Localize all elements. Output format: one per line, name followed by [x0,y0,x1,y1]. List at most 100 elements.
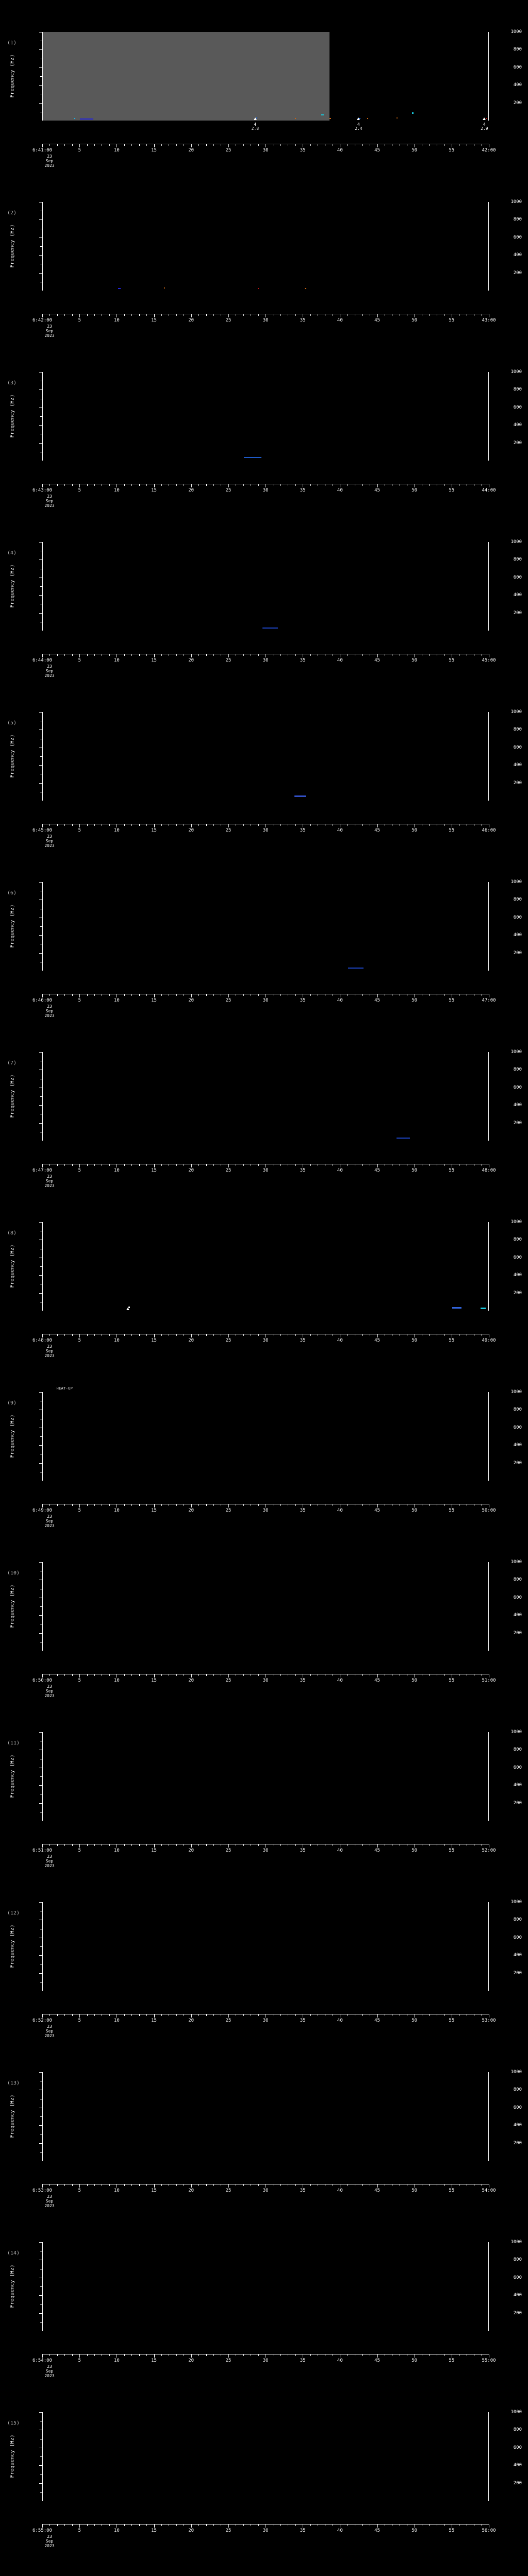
x-axis-tick-labels: 6:47:00 5 10 15 20 25 30 35 40 45 50 55 48:00 [0,1168,528,1175]
y-axis-tick-label: 800 [513,1577,522,1583]
y-axis-minor-tick [40,246,42,247]
x-axis-minor-tick [146,144,147,146]
date-stack-line: 2023 [44,1353,55,1358]
x-axis-minor-tick [72,1844,73,1846]
x-axis-minor-tick [72,1504,73,1506]
x-axis-minor-tick [310,1674,311,1676]
y-axis-tick-mark [39,85,42,86]
x-axis-minor-tick [72,654,73,656]
x-axis-tick-label: 20 [188,1168,194,1173]
x-axis-minor-tick [258,1844,259,1846]
x-axis-minor-tick [94,824,95,826]
x-axis-minor-tick [94,1164,95,1166]
y-axis-minor-tick [40,1436,42,1437]
x-axis-major-tick [191,1504,192,1507]
x-axis-tick-label: 50 [411,2358,418,2363]
y-axis-minor-tick [40,1266,42,1267]
x-axis-line [42,144,489,147]
x-axis-minor-tick [124,1164,125,1166]
x-axis-minor-tick [131,1674,133,1676]
y-axis-tick-label: 1000 [510,2410,522,2415]
y-axis-tick-mark [39,595,42,596]
y-axis-tick-mark [39,1123,42,1124]
y-axis-tick-label: 1000 [510,1049,522,1055]
x-axis-minor-tick [131,1334,133,1336]
x-axis-tick-label: 6:54:00 [32,2358,52,2363]
x-axis-minor-tick [258,2524,259,2526]
y-axis-minor-tick [40,926,42,927]
panel-index-label: (11) [7,1740,20,1746]
date-stack-line: 2023 [44,673,55,678]
x-axis-minor-tick [295,1844,296,1846]
x-axis-tick-label: 20 [188,828,194,833]
x-axis-minor-tick [131,2354,133,2356]
date-stack-line: 23 [47,1004,52,1009]
x-axis-tick-label: 6:43:00 [32,488,52,493]
x-axis-tick-label: 15 [151,1848,157,1853]
x-axis-major-tick [42,1504,43,1507]
y-axis-tick-label: 200 [513,2310,522,2316]
x-axis-major-tick [154,484,155,487]
spectral-event-mark [452,1307,461,1309]
x-axis-minor-tick [176,2354,177,2356]
x-axis-minor-tick [124,1334,125,1336]
x-axis-minor-tick [87,1504,88,1506]
y-axis-tick-label: 1000 [510,369,522,375]
date-stack-line: 2023 [44,333,55,338]
x-axis-tick-label: 45 [374,2528,380,2533]
x-axis-major-tick [79,2354,80,2358]
y-axis-tick-label: 1000 [510,29,522,35]
x-axis-minor-tick [243,2184,244,2186]
x-axis-tick-label: 25 [225,1338,232,1343]
x-axis-minor-tick [362,994,363,996]
y-axis-title: Frequency (Hz) [9,394,15,438]
magnitude-annotation-line1: 4 [357,122,360,127]
date-stack-label: 23 Sep 2023 [44,324,54,338]
x-axis-minor-tick [258,1334,259,1336]
x-axis-major-tick [377,1844,378,1848]
x-axis-tick-label: 6:41:00 [32,148,52,153]
x-axis-minor-tick [280,824,281,826]
x-axis-tick-label: 20 [188,658,194,663]
x-axis-tick-labels: 6:50:00 5 10 15 20 25 30 35 40 45 50 55 51:00 [0,1679,528,1685]
x-axis-minor-tick [362,2184,363,2186]
x-axis-minor-tick [139,2524,140,2526]
x-axis-major-tick [154,1164,155,1167]
date-stack-line: Sep [45,1519,54,1523]
x-axis-major-tick [377,2184,378,2188]
date-stack-label: 23 Sep 2023 [44,834,54,848]
x-axis-minor-tick [131,144,133,146]
x-axis-major-tick [191,1844,192,1848]
x-axis-minor-tick [243,824,244,826]
date-stack-line: Sep [45,1179,54,1183]
x-axis-tick-label: 50 [411,1508,418,1513]
x-axis-tick-label: 10 [113,658,120,663]
x-axis-tick-label: 55 [449,1678,455,1683]
x-axis-minor-tick [310,2354,311,2356]
plot-area [42,372,489,461]
x-axis-minor-tick [295,1504,296,1506]
x-axis-minor-tick [362,1674,363,1676]
x-axis-tick-label: 55 [449,1338,455,1343]
x-axis-minor-tick [310,1164,311,1166]
y-axis-tick-label: 400 [513,1953,522,1958]
x-axis-minor-tick [94,994,95,996]
x-axis-line [42,824,489,827]
x-axis-minor-tick [206,314,207,316]
y-axis-minor-tick [40,2151,42,2153]
x-axis-tick-label: 6:42:00 [32,318,52,323]
x-axis-minor-tick [131,994,133,996]
x-axis-minor-tick [310,484,311,486]
x-axis-minor-tick [131,2184,133,2186]
x-axis-tick-label: 30 [262,318,269,323]
magnitude-annotation: 4 2.4 [355,123,362,131]
x-axis-tick-label: 50 [411,2188,418,2193]
x-axis-minor-tick [146,824,147,826]
x-axis-tick-label: 20 [188,1508,194,1513]
x-axis-minor-tick [310,144,311,146]
x-axis-major-tick [228,2354,229,2358]
x-axis-minor-tick [161,484,162,486]
y-axis-tick-label: 1000 [510,2240,522,2245]
x-axis-minor-tick [109,2354,110,2356]
y-axis-tick-label: 600 [513,1595,522,1600]
